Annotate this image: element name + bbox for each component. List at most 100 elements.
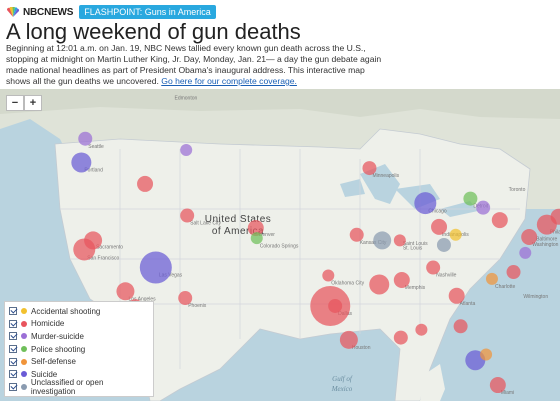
city-label: Edmonton <box>175 95 198 101</box>
legend-label: Unclassified or open investigation <box>30 377 104 396</box>
incident-marker[interactable] <box>250 232 263 245</box>
city-label: Wilmington <box>523 294 548 300</box>
incident-marker[interactable] <box>322 269 335 282</box>
legend-checkbox[interactable] <box>9 307 17 316</box>
city-label: Philadelphia <box>550 230 560 236</box>
legend-checkbox[interactable] <box>9 370 17 379</box>
legend-item[interactable]: Murder-suicide <box>9 330 149 343</box>
incident-marker[interactable] <box>489 377 506 394</box>
incident-marker[interactable] <box>476 200 491 215</box>
legend-label: Suicide <box>31 369 58 379</box>
legend-checkbox[interactable] <box>9 319 17 328</box>
incident-marker[interactable] <box>247 219 264 236</box>
incident-marker[interactable] <box>521 229 538 246</box>
city-label: Houston <box>352 345 371 351</box>
city-label: Kansas City <box>360 240 387 246</box>
incident-marker[interactable] <box>373 231 392 250</box>
incident-marker[interactable] <box>137 175 154 192</box>
incident-marker[interactable] <box>426 260 441 275</box>
zoom-out-button[interactable]: − <box>6 95 24 111</box>
legend-swatch <box>21 308 27 315</box>
legend-swatch <box>20 383 27 390</box>
legend-item[interactable]: Homicide <box>9 318 149 331</box>
city-label: Memphis <box>405 285 426 291</box>
incident-marker[interactable] <box>431 218 448 235</box>
logo-text: NBCNEWS <box>23 6 74 18</box>
incident-marker[interactable] <box>463 191 478 206</box>
incident-marker[interactable] <box>139 251 172 284</box>
city-label: Salt Lake City <box>190 221 221 227</box>
intro-paragraph: Beginning at 12:01 a.m. on Jan. 19, NBC … <box>6 43 386 87</box>
incident-marker[interactable] <box>453 319 468 334</box>
incident-marker[interactable] <box>369 274 390 295</box>
legend-label: Accidental shooting <box>31 306 101 316</box>
incident-marker[interactable] <box>506 265 521 280</box>
legend-swatch <box>21 371 27 378</box>
incident-marker[interactable] <box>393 234 406 247</box>
legend-checkbox[interactable] <box>9 357 17 366</box>
gulf-label-1: Gulf of <box>332 375 353 383</box>
city-label: Oklahoma City <box>331 281 364 287</box>
incident-marker[interactable] <box>328 298 343 313</box>
city-label: St. Louis <box>403 246 423 252</box>
incident-marker[interactable] <box>362 161 377 176</box>
nbc-logo[interactable]: NBCNEWS <box>6 7 73 18</box>
city-label: Toronto <box>509 187 526 193</box>
legend-checkbox[interactable] <box>9 382 17 391</box>
legend-item[interactable]: Self-defense <box>9 355 149 368</box>
incident-marker[interactable] <box>480 348 493 361</box>
city-label: Colorado Springs <box>260 243 299 249</box>
city-label: Miami <box>501 390 514 396</box>
city-label: Washington <box>532 242 558 248</box>
incident-marker[interactable] <box>550 208 560 225</box>
intro-text: Beginning at 12:01 a.m. on Jan. 19, NBC … <box>6 43 382 86</box>
incident-marker[interactable] <box>349 227 364 242</box>
incident-marker[interactable] <box>71 152 92 173</box>
city-label: San Francisco <box>87 256 119 262</box>
incident-marker[interactable] <box>339 330 358 349</box>
legend-item[interactable]: Unclassified or open investigation <box>9 377 149 396</box>
incident-marker[interactable] <box>116 282 135 301</box>
page-title: A long weekend of gun deaths <box>6 19 301 44</box>
legend-label: Police shooting <box>31 344 86 354</box>
incident-marker[interactable] <box>180 208 195 223</box>
city-label: Nashville <box>436 273 457 279</box>
incident-marker[interactable] <box>393 271 410 288</box>
incident-marker[interactable] <box>485 272 498 285</box>
incident-marker[interactable] <box>393 330 408 345</box>
zoom-controls: − + <box>6 95 42 111</box>
incident-marker[interactable] <box>78 131 93 146</box>
incident-marker[interactable] <box>180 144 193 157</box>
gulf-label-2: Mexico <box>331 385 353 393</box>
city-label: Phoenix <box>188 303 207 309</box>
incident-marker[interactable] <box>519 246 532 259</box>
incident-marker[interactable] <box>436 237 451 252</box>
flashpoint-badge[interactable]: FLASHPOINT: Guns in America <box>79 5 216 19</box>
incident-marker[interactable] <box>73 238 96 261</box>
incident-marker[interactable] <box>415 323 428 336</box>
city-label: Las Vegas <box>159 273 183 279</box>
coverage-link[interactable]: Go here for our complete coverage. <box>161 76 297 86</box>
incident-marker[interactable] <box>414 192 437 215</box>
legend-checkbox[interactable] <box>9 345 17 354</box>
incident-marker[interactable] <box>448 287 465 304</box>
header-bar: NBCNEWS FLASHPOINT: Guns in America <box>6 4 216 20</box>
legend-swatch <box>21 358 27 365</box>
city-label: Denver <box>259 232 275 238</box>
legend-swatch <box>21 320 27 327</box>
incident-marker[interactable] <box>449 228 462 241</box>
city-label: Minneapolis <box>372 173 399 179</box>
incident-layer[interactable] <box>71 131 560 394</box>
legend-item[interactable]: Accidental shooting <box>9 305 149 318</box>
legend-item[interactable]: Suicide <box>9 368 149 381</box>
incident-marker[interactable] <box>178 291 193 306</box>
country-label-1: United States <box>205 214 272 225</box>
city-label: Atlanta <box>460 301 476 307</box>
incident-marker[interactable] <box>491 212 508 229</box>
zoom-in-button[interactable]: + <box>24 95 42 111</box>
legend-checkbox[interactable] <box>9 332 17 341</box>
legend-item[interactable]: Police shooting <box>9 343 149 356</box>
legend-label: Self-defense <box>31 357 76 367</box>
